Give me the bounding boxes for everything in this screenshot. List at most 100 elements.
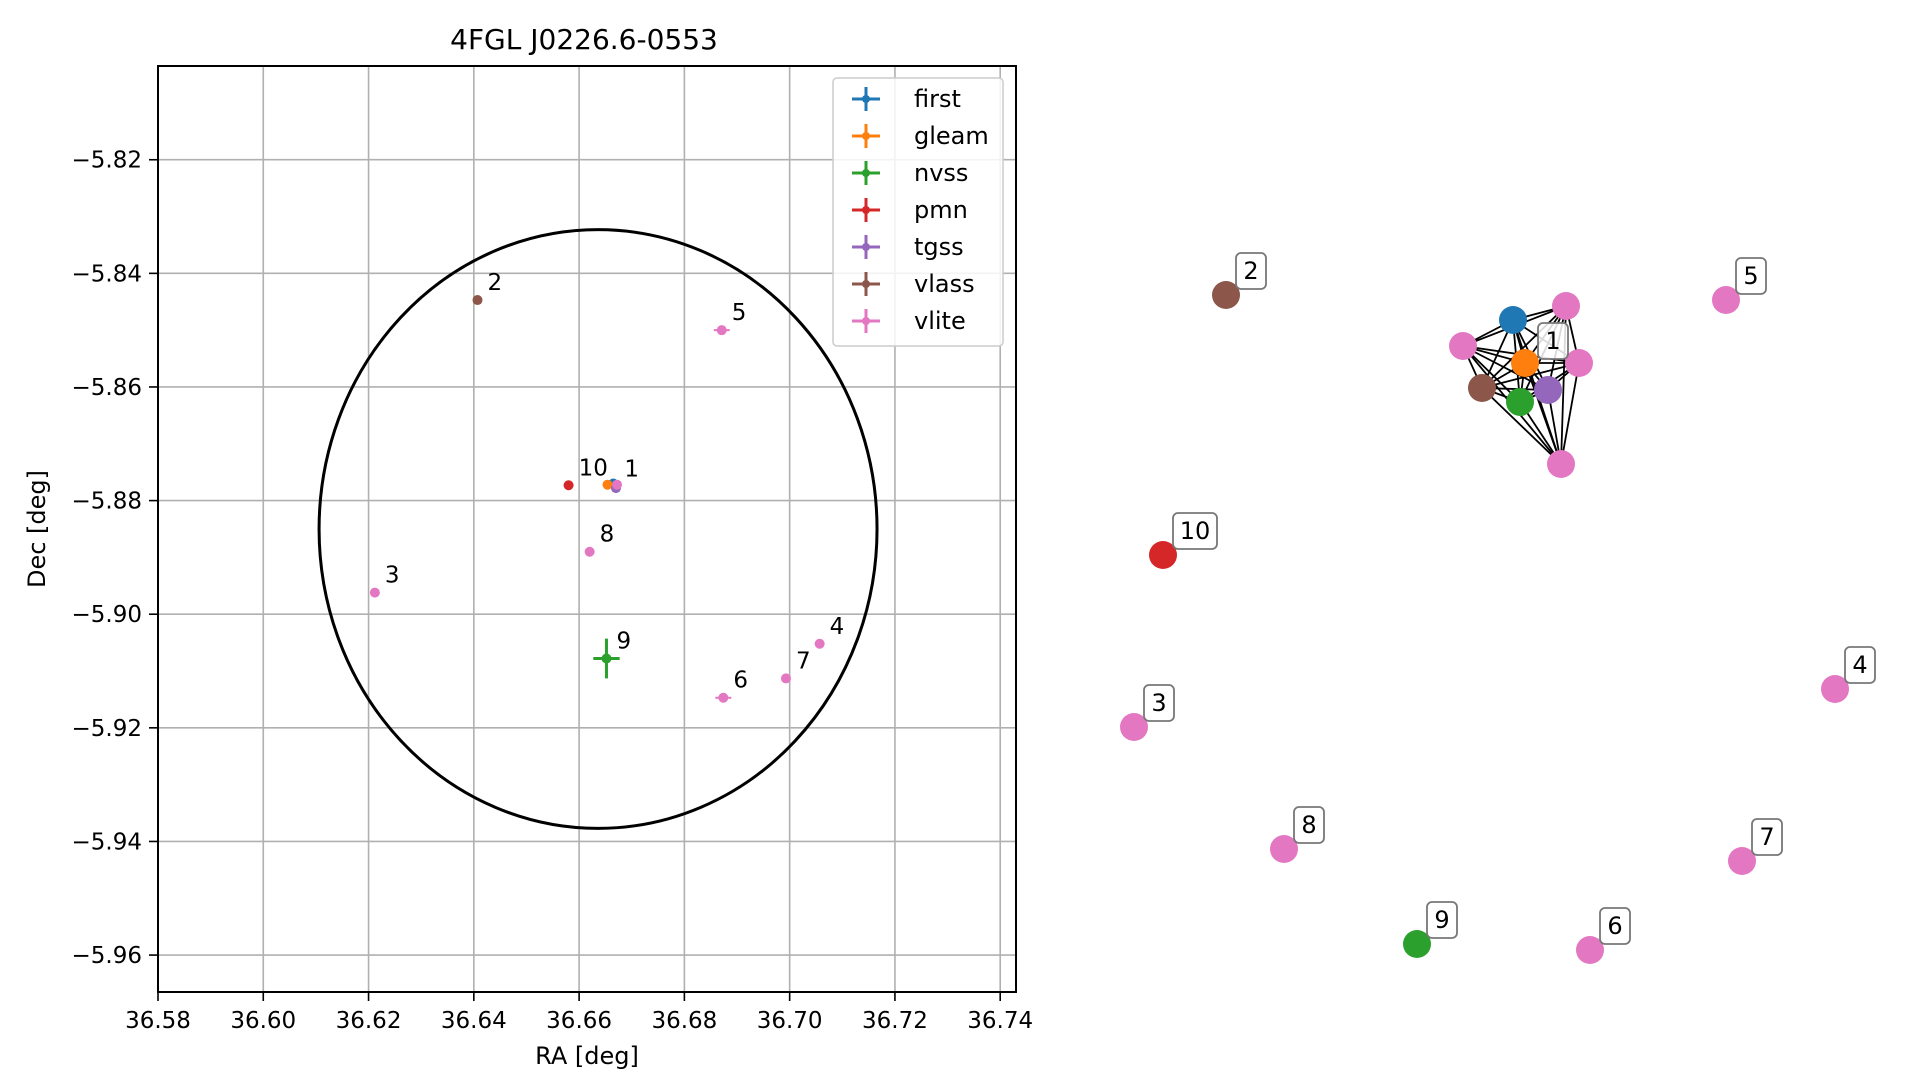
y-tick-label: −5.88 [72,489,142,515]
network-node [1468,374,1496,402]
x-tick-label: 36.64 [441,1008,507,1034]
network-node [1534,376,1562,404]
point-label: 8 [600,522,615,548]
data-point-gleam [602,479,613,490]
legend-label: vlite [914,307,966,335]
point-marker [563,480,574,491]
data-point-pmn [563,480,574,491]
legend-item: vlass [852,270,975,298]
network-node [1511,349,1539,377]
y-tick-label: −5.96 [72,943,142,969]
y-tick-label: −5.84 [72,261,142,287]
network-node [1149,541,1177,569]
point-marker [814,638,825,649]
legend-label: vlass [914,270,975,298]
network-node [1499,306,1527,334]
legend-label: tgss [914,233,964,261]
legend-label: pmn [914,196,968,224]
point-label: 9 [616,629,631,655]
point-marker [584,546,595,557]
legend-item: first [852,85,961,113]
y-axis-label: Dec [deg] [23,470,51,588]
data-point-vlite [814,638,825,649]
data-point-vlite [584,546,595,557]
point-marker [369,587,380,598]
y-tick-label: −5.90 [72,602,142,628]
point-marker [612,479,623,490]
point-marker [780,673,791,684]
y-tick-label: −5.86 [72,375,142,401]
y-tick-label: −5.92 [72,716,142,742]
point-label: 4 [830,614,845,640]
point-marker [602,479,613,490]
network-node [1728,847,1756,875]
point-label: 1 [624,456,639,482]
network-label-box [1143,684,1175,722]
y-tick-label: −5.82 [72,148,142,174]
network-label-box [1735,257,1767,295]
network-label: 2 [1235,252,1267,290]
point-label: 10 [579,455,608,481]
network-graph: 2 5 10 3 4 8 7 9 6 1 [1120,252,1876,964]
legend-item: gleam [852,122,989,150]
legend-label: nvss [914,159,968,187]
x-axis-label: RA [deg] [535,1042,639,1070]
network-node [1506,388,1534,416]
network-edge [1481,387,1562,465]
network-label-text: 3 [1151,689,1166,717]
legend-marker-dot [862,95,870,103]
legend-marker-dot [862,317,870,325]
network-node [1403,930,1431,958]
legend-label: gleam [914,122,989,150]
network-label-text: 4 [1852,651,1867,679]
point-label: 3 [385,563,400,589]
data-point-vlite [612,479,623,490]
data-points [369,295,825,703]
network-labels: 2 5 10 3 4 8 7 9 6 1 [1143,252,1876,945]
data-point-nvss [593,638,620,679]
legend: first gleam nvss pmn tgss vlass vlite [832,77,1004,347]
point-marker [718,692,729,703]
network-edge [1462,345,1549,391]
plot-frame [157,65,1017,993]
legend-box [832,77,1004,347]
network-node [1212,281,1240,309]
network-label: 6 [1599,907,1631,945]
grid [157,66,1016,992]
chart-title: 4FGL J0226.6-0553 [450,23,718,56]
y-tick-label: −5.94 [72,829,142,855]
network-node [1270,835,1298,863]
point-marker [601,653,612,664]
point-label: 5 [732,300,747,326]
network-label-text: 2 [1243,257,1258,285]
network-label-box [1172,512,1218,550]
point-marker [472,295,483,306]
network-node [1449,332,1477,360]
data-point-vlass [472,295,483,306]
network-label-text: 1 [1545,327,1560,355]
legend-item: tgss [852,233,964,261]
network-label-text: 9 [1434,906,1449,934]
network-node [1552,292,1580,320]
point-label: 6 [733,668,748,694]
point-labels: 1 2 3 4 5 6 7 8 9 10 [385,270,844,694]
legend-marker-dot [862,243,870,251]
point-marker [716,325,727,336]
network-label-text: 8 [1301,811,1316,839]
network-label: 8 [1293,806,1325,844]
legend-item: vlite [852,307,966,335]
network-label: 3 [1143,684,1175,722]
network-label-box [1293,806,1325,844]
data-point-vlite [713,325,730,336]
legend-marker-dot [862,169,870,177]
network-label-text: 5 [1743,262,1758,290]
x-tick-label: 36.70 [757,1008,823,1034]
uncertainty-ellipse-layer [317,228,879,830]
network-edge [1481,305,1567,389]
network-label-box [1235,252,1267,290]
network-label: 5 [1735,257,1767,295]
network-node [1547,450,1575,478]
x-tick-label: 36.74 [967,1008,1033,1034]
network-node [1576,936,1604,964]
